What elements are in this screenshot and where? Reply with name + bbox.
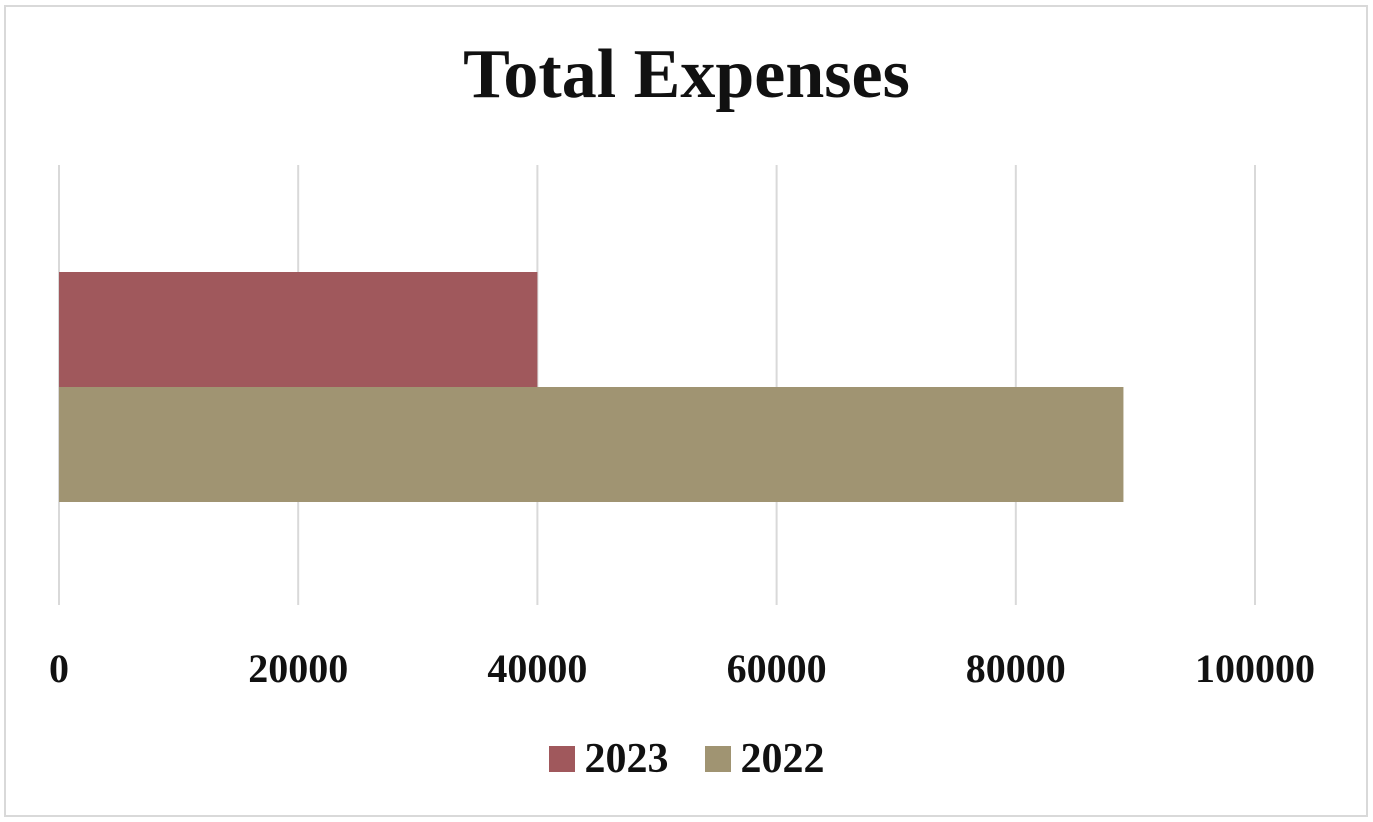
x-axis-tick-labels: 0 20000 40000 60000 80000 100000 <box>49 646 1315 691</box>
x-tick-label: 0 <box>49 646 69 691</box>
legend-swatch-2022 <box>704 746 731 772</box>
legend-swatch-2023 <box>548 746 575 772</box>
legend: 2023 2022 <box>0 738 1373 780</box>
bar-2022 <box>59 387 1124 502</box>
x-tick-label: 40000 <box>487 646 587 691</box>
bars <box>59 272 1124 502</box>
x-tick-label: 60000 <box>727 646 827 691</box>
legend-item-2023: 2023 <box>548 736 669 782</box>
legend-label-2023: 2023 <box>584 736 669 782</box>
x-tick-label: 20000 <box>248 646 348 691</box>
x-tick-label: 100000 <box>1195 646 1315 691</box>
chart-title: Total Expenses <box>463 36 910 113</box>
legend-item-2022: 2022 <box>704 736 825 782</box>
legend-label-2022: 2022 <box>740 736 825 782</box>
bar-2023 <box>59 272 538 387</box>
x-tick-label: 80000 <box>966 646 1066 691</box>
